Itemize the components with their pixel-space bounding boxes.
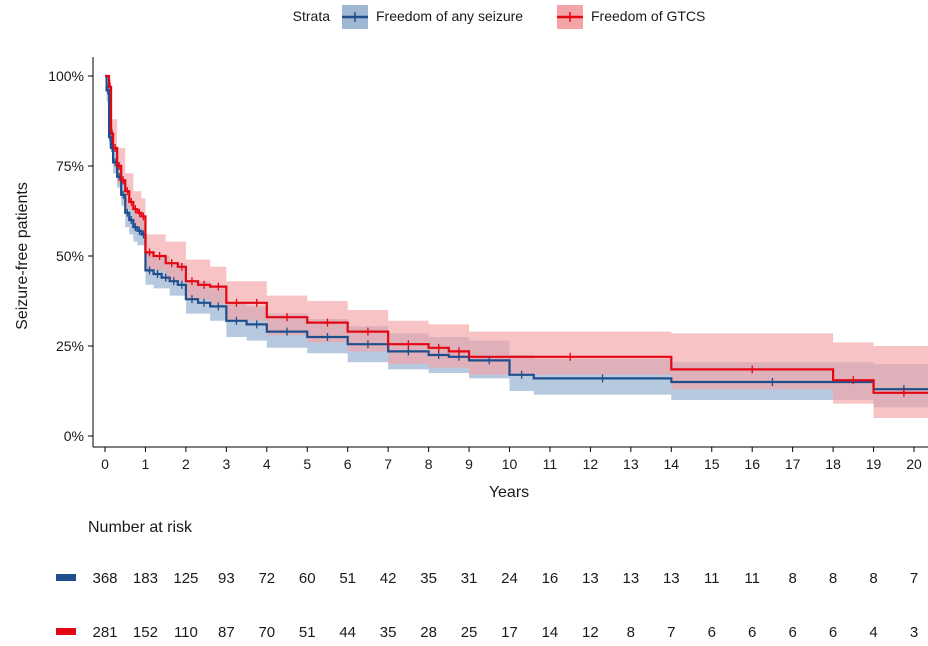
legend-key-gtcs bbox=[557, 5, 583, 29]
risk-count-gtcs: 6 bbox=[829, 624, 837, 641]
risk-count-any: 183 bbox=[133, 570, 158, 587]
curve-gtcs bbox=[105, 74, 928, 394]
x-tick-label: 10 bbox=[502, 456, 518, 472]
risk-count-gtcs: 8 bbox=[627, 624, 635, 641]
risk-count-any: 16 bbox=[542, 570, 559, 587]
censor-marks bbox=[107, 82, 905, 397]
risk-count-any: 8 bbox=[869, 570, 877, 587]
y-tick-label: 100% bbox=[48, 68, 84, 84]
risk-count-gtcs: 51 bbox=[299, 624, 316, 641]
risk-count-gtcs: 87 bbox=[218, 624, 235, 641]
risk-count-gtcs: 6 bbox=[708, 624, 716, 641]
legend-title: Strata bbox=[293, 8, 331, 24]
risk-count-gtcs: 152 bbox=[133, 624, 158, 641]
risk-count-any: 51 bbox=[339, 570, 356, 587]
risk-count-any: 368 bbox=[92, 570, 117, 587]
x-tick-label: 5 bbox=[303, 456, 311, 472]
x-tick-label: 11 bbox=[543, 456, 558, 472]
confidence-bands bbox=[105, 76, 928, 418]
risk-count-gtcs: 17 bbox=[501, 624, 518, 641]
risk-count-gtcs: 281 bbox=[92, 624, 117, 641]
x-tick-label: 9 bbox=[465, 456, 473, 472]
risk-count-any: 72 bbox=[258, 570, 275, 587]
risk-count-gtcs: 35 bbox=[380, 624, 397, 641]
x-tick-label: 14 bbox=[664, 456, 680, 472]
risk-count-gtcs: 110 bbox=[174, 624, 198, 641]
y-tick-label: 75% bbox=[56, 158, 84, 174]
risk-count-any: 8 bbox=[788, 570, 796, 587]
x-tick-label: 4 bbox=[263, 456, 271, 472]
risk-count-gtcs: 12 bbox=[582, 624, 599, 641]
x-axis-title: Years bbox=[489, 484, 529, 501]
x-tick-label: 8 bbox=[425, 456, 433, 472]
risk-count-gtcs: 6 bbox=[788, 624, 796, 641]
x-tick-label: 15 bbox=[704, 456, 720, 472]
y-tick-label: 25% bbox=[56, 338, 84, 354]
risk-count-any: 31 bbox=[461, 570, 478, 587]
risk-count-any: 11 bbox=[744, 570, 760, 587]
legend-label-any: Freedom of any seizure bbox=[376, 8, 523, 24]
risk-row-swatch-gtcs bbox=[56, 628, 76, 635]
x-tick-label: 19 bbox=[866, 456, 882, 472]
risk-count-any: 13 bbox=[623, 570, 640, 587]
risk-count-any: 8 bbox=[829, 570, 837, 587]
x-tick-label: 20 bbox=[906, 456, 922, 472]
legend: Strata Freedom of any seizure Freedom of… bbox=[293, 5, 705, 29]
legend-label-gtcs: Freedom of GTCS bbox=[591, 8, 705, 24]
risk-count-gtcs: 7 bbox=[667, 624, 675, 641]
risk-count-any: 42 bbox=[380, 570, 397, 587]
risk-count-any: 13 bbox=[663, 570, 680, 587]
risk-count-gtcs: 14 bbox=[542, 624, 559, 641]
risk-count-gtcs: 6 bbox=[748, 624, 756, 641]
x-tick-label: 1 bbox=[142, 456, 150, 472]
x-tick-label: 2 bbox=[182, 456, 190, 472]
risk-count-gtcs: 28 bbox=[420, 624, 437, 641]
risk-count-gtcs: 3 bbox=[910, 624, 918, 641]
x-tick-label: 17 bbox=[785, 456, 801, 472]
risk-count-any: 11 bbox=[704, 570, 720, 587]
risk-count-any: 24 bbox=[501, 570, 518, 587]
x-tick-label: 3 bbox=[222, 456, 230, 472]
risk-table: 368 183 125 93 72 60 51 42 35 31 24 16 13 13 13 11 11 8 8 8… bbox=[56, 570, 918, 641]
risk-count-any: 35 bbox=[420, 570, 437, 587]
risk-count-any: 60 bbox=[299, 570, 316, 587]
x-tick-label: 7 bbox=[384, 456, 392, 472]
x-tick-label: 0 bbox=[101, 456, 109, 472]
y-axis-ticks: 0% 25% 50% 75% 100% bbox=[48, 68, 93, 444]
risk-count-gtcs: 25 bbox=[461, 624, 478, 641]
risk-count-any: 7 bbox=[910, 570, 918, 587]
x-tick-label: 12 bbox=[583, 456, 599, 472]
risk-count-any: 93 bbox=[218, 570, 235, 587]
x-tick-label: 13 bbox=[623, 456, 639, 472]
risk-count-gtcs: 44 bbox=[339, 624, 356, 641]
risk-row-swatch-any bbox=[56, 574, 76, 581]
risk-count-gtcs: 4 bbox=[869, 624, 877, 641]
ci-band-gtcs bbox=[105, 76, 928, 418]
x-tick-label: 6 bbox=[344, 456, 352, 472]
risk-count-gtcs: 70 bbox=[258, 624, 275, 641]
risk-table-title: Number at risk bbox=[88, 519, 193, 536]
y-tick-label: 50% bbox=[56, 248, 84, 264]
risk-count-any: 125 bbox=[173, 570, 198, 587]
legend-key-any bbox=[342, 5, 368, 29]
x-tick-label: 18 bbox=[825, 456, 841, 472]
y-tick-label: 0% bbox=[64, 428, 84, 444]
y-axis-title: Seizure-free patients bbox=[14, 182, 31, 330]
risk-count-any: 13 bbox=[582, 570, 599, 587]
x-tick-label: 16 bbox=[744, 456, 760, 472]
x-axis-ticks: 0 1 2 3 4 5 6 7 8 9 10 11 12 13 14 15 16 17 18 19 20 bbox=[101, 447, 922, 472]
